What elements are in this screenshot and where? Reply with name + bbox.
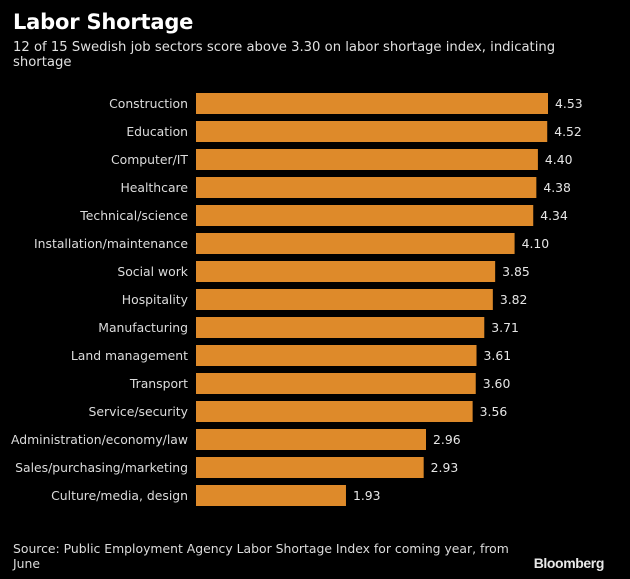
category-label: Sales/purchasing/marketing — [15, 460, 188, 475]
category-label: Hospitality — [122, 292, 188, 307]
bar — [196, 149, 538, 170]
category-label: Administration/economy/law — [11, 432, 188, 447]
value-label: 4.38 — [543, 180, 571, 195]
bloomberg-logo: Bloomberg — [533, 555, 605, 571]
value-label: 2.96 — [433, 432, 461, 447]
value-label: 4.52 — [554, 124, 582, 139]
bar — [196, 401, 473, 422]
value-label: 4.40 — [545, 152, 573, 167]
value-label: 3.60 — [483, 376, 511, 391]
bar — [196, 261, 496, 282]
category-label: Healthcare — [120, 180, 188, 195]
value-label: 3.82 — [500, 292, 528, 307]
category-label: Culture/media, design — [51, 488, 188, 503]
chart-subtitle: 12 of 15 Swedish job sectors score above… — [13, 40, 556, 70]
bar — [196, 289, 493, 310]
category-label: Computer/IT — [111, 152, 188, 167]
category-label: Service/security — [89, 404, 188, 419]
value-label: 3.56 — [480, 404, 508, 419]
bar — [196, 121, 548, 142]
value-label: 3.85 — [502, 264, 530, 279]
bar — [196, 93, 548, 114]
category-label: Transport — [129, 376, 188, 391]
source-note: Source: Public Employment Agency Labor S… — [13, 541, 509, 571]
bar — [196, 345, 477, 366]
category-label: Technical/science — [79, 208, 188, 223]
value-label: 1.93 — [353, 488, 381, 503]
bar — [196, 457, 424, 478]
value-label: 3.71 — [491, 320, 519, 335]
bar — [196, 429, 427, 450]
category-label: Manufacturing — [98, 320, 188, 335]
category-label: Land management — [71, 348, 188, 363]
chart-title: Labor Shortage — [13, 10, 194, 34]
bar — [196, 177, 537, 198]
category-label: Education — [126, 124, 188, 139]
category-label: Installation/maintenance — [34, 236, 188, 251]
bar — [196, 373, 476, 394]
bar — [196, 205, 534, 226]
category-label: Social work — [117, 264, 188, 279]
value-label: 4.53 — [555, 96, 583, 111]
bar — [196, 233, 515, 254]
bar — [196, 317, 485, 338]
value-label: 2.93 — [431, 460, 459, 475]
bar — [196, 485, 346, 506]
category-label: Construction — [109, 96, 188, 111]
value-label: 4.10 — [522, 236, 550, 251]
value-label: 4.34 — [540, 208, 568, 223]
value-label: 3.61 — [484, 348, 512, 363]
